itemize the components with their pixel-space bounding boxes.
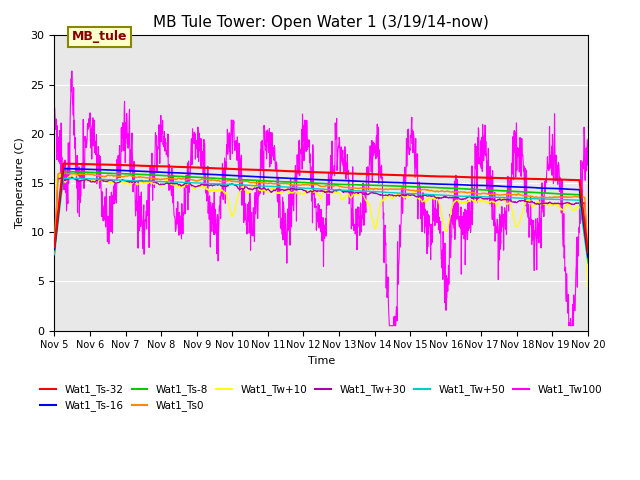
Y-axis label: Temperature (C): Temperature (C) [15,138,25,228]
Title: MB Tule Tower: Open Water 1 (3/19/14-now): MB Tule Tower: Open Water 1 (3/19/14-now… [153,15,489,30]
Text: MB_tule: MB_tule [72,30,128,43]
Legend: Wat1_Ts-32, Wat1_Ts-16, Wat1_Ts-8, Wat1_Ts0, Wat1_Tw+10, Wat1_Tw+30, Wat1_Tw+50,: Wat1_Ts-32, Wat1_Ts-16, Wat1_Ts-8, Wat1_… [36,380,606,416]
X-axis label: Time: Time [308,356,335,366]
